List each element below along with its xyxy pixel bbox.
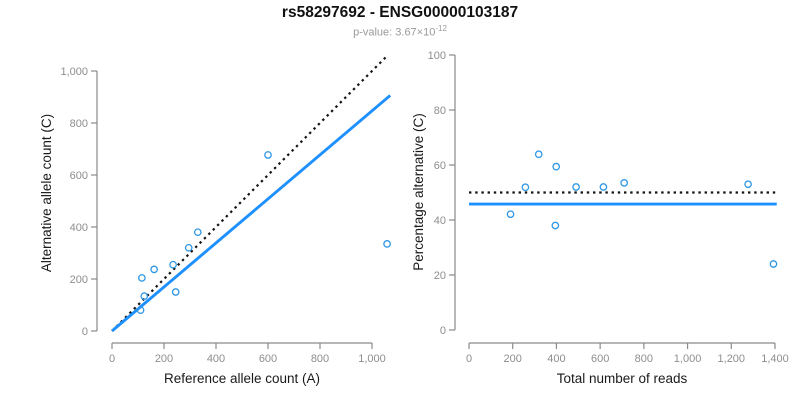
y-tick-label: 200 [70, 274, 88, 286]
left-plot-marks [111, 56, 392, 333]
data-point [193, 228, 202, 237]
data-point [136, 306, 145, 315]
x-tick-label: 600 [259, 353, 277, 365]
x-tick-label: 1,400 [761, 353, 789, 365]
y-tick-label: 400 [70, 222, 88, 234]
data-point [551, 221, 560, 230]
pvalue-text: p-value: 3.67×10 [353, 26, 436, 39]
y-tick-label: 100 [428, 50, 446, 62]
x-tick-label: 800 [635, 353, 653, 365]
x-tick-label: 1,000 [358, 353, 386, 365]
y-tick-label: 0 [440, 325, 446, 337]
fit-line [111, 94, 392, 333]
identity-line [111, 56, 387, 332]
left-scatter-plot: 0 200 400 600 800 1,000 0 200 400 600 800 1,000 Ref… [39, 56, 392, 386]
right-scatter-plot: 0 200 400 600 800 1,000 1,200 1,400 0 20 40 60 80 100… [411, 50, 789, 386]
data-point [744, 180, 752, 189]
data-point [184, 243, 193, 252]
y-tick-label: 40 [434, 215, 446, 227]
y-tick-label: 1,000 [60, 66, 88, 78]
data-point [150, 265, 158, 274]
right-plot-axes: 0 200 400 600 800 1,000 1,200 1,400 0 20 40 60 80 100 [428, 50, 789, 365]
x-tick-label: 200 [504, 353, 522, 365]
x-tick-label: 400 [207, 353, 225, 365]
data-point [138, 274, 146, 282]
x-tick-label: 800 [311, 353, 329, 365]
y-tick-label: 80 [434, 105, 446, 117]
data-point [140, 292, 149, 301]
x-tick-label: 0 [466, 353, 472, 365]
data-point [599, 183, 608, 191]
data-point [506, 210, 515, 219]
y-tick-label: 600 [70, 170, 88, 182]
right-plot-marks [469, 150, 778, 268]
x-tick-label: 400 [547, 353, 565, 365]
y-tick-label: 60 [434, 160, 446, 172]
data-point [521, 183, 530, 192]
pvalue-exponent: -12 [435, 24, 447, 33]
x-tick-label: 1,200 [718, 353, 746, 365]
data-point [769, 260, 778, 268]
right-yaxis-title: Percentage alternative (C) [411, 113, 426, 271]
left-plot-axes: 0 200 400 600 800 1,000 0 200 400 600 800 1,000 [60, 66, 385, 365]
data-point [383, 240, 391, 248]
pvalue-subtitle: p-value: 3.67×10-12 [0, 24, 800, 39]
x-tick-label: 600 [591, 353, 609, 365]
right-xaxis-title: Total number of reads [557, 371, 688, 386]
data-point [620, 179, 629, 187]
data-point [572, 183, 580, 191]
x-tick-label: 200 [155, 353, 173, 365]
x-tick-label: 1,000 [674, 353, 702, 365]
data-point [552, 162, 561, 171]
x-tick-label: 0 [109, 353, 115, 365]
data-point [534, 150, 543, 159]
data-point [264, 151, 272, 159]
y-tick-label: 0 [82, 326, 88, 338]
data-point [171, 288, 180, 296]
data-point [169, 260, 177, 269]
left-yaxis-title: Alternative allele count (C) [39, 114, 54, 272]
page-title: rs58297692 - ENSG00000103187 [281, 4, 519, 21]
left-xaxis-title: Reference allele count (A) [164, 371, 320, 386]
y-tick-label: 800 [70, 118, 88, 130]
y-tick-label: 20 [434, 270, 446, 282]
